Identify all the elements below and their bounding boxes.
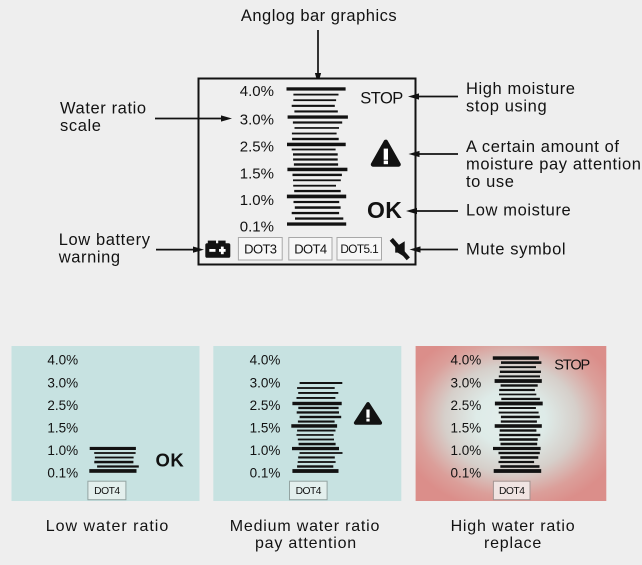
svg-text:4.0%: 4.0%: [240, 83, 274, 100]
svg-text:High moisture: High moisture: [466, 80, 576, 98]
svg-text:scale: scale: [60, 117, 102, 135]
svg-text:A certain amount of: A certain amount of: [466, 138, 620, 156]
svg-text:4.0%: 4.0%: [47, 353, 78, 368]
svg-text:replace: replace: [484, 535, 542, 552]
svg-text:STOP: STOP: [360, 90, 403, 108]
svg-text:DOT4: DOT4: [499, 486, 525, 497]
svg-text:Low battery: Low battery: [59, 231, 151, 249]
svg-text:OK: OK: [367, 197, 402, 223]
svg-text:0.1%: 0.1%: [240, 219, 274, 236]
svg-text:1.0%: 1.0%: [240, 192, 274, 209]
svg-text:1.0%: 1.0%: [451, 443, 482, 458]
svg-text:3.0%: 3.0%: [250, 375, 281, 390]
svg-text:2.5%: 2.5%: [47, 398, 78, 413]
svg-text:DOT4: DOT4: [94, 486, 120, 497]
svg-text:STOP: STOP: [554, 357, 589, 373]
svg-text:2.5%: 2.5%: [250, 398, 281, 413]
svg-text:3.0%: 3.0%: [240, 111, 274, 128]
svg-text:0.1%: 0.1%: [250, 465, 281, 480]
svg-text:Water ratio: Water ratio: [60, 100, 147, 118]
svg-text:1.5%: 1.5%: [250, 420, 281, 435]
svg-text:DOT3: DOT3: [244, 241, 277, 256]
svg-text:1.0%: 1.0%: [47, 443, 78, 458]
svg-text:stop using: stop using: [466, 98, 547, 116]
svg-text:moisture pay attention: moisture pay attention: [466, 156, 642, 174]
svg-text:DOT4: DOT4: [296, 486, 322, 497]
svg-text:pay attention: pay attention: [255, 535, 357, 552]
svg-text:High water ratio: High water ratio: [451, 518, 576, 535]
svg-text:2.5%: 2.5%: [240, 138, 274, 155]
svg-text:Medium water ratio: Medium water ratio: [230, 518, 380, 535]
svg-text:Mute symbol: Mute symbol: [466, 241, 566, 259]
svg-text:3.0%: 3.0%: [451, 375, 482, 390]
svg-text:Low moisture: Low moisture: [466, 202, 571, 220]
svg-text:1.0%: 1.0%: [250, 443, 281, 458]
svg-text:4.0%: 4.0%: [250, 353, 281, 368]
svg-text:OK: OK: [156, 450, 185, 471]
svg-text:1.5%: 1.5%: [47, 420, 78, 435]
svg-text:0.1%: 0.1%: [47, 465, 78, 480]
svg-text:2.5%: 2.5%: [451, 398, 482, 413]
svg-text:Low water ratio: Low water ratio: [46, 518, 170, 535]
svg-text:0.1%: 0.1%: [451, 465, 482, 480]
svg-text:DOT4: DOT4: [294, 241, 327, 256]
svg-text:warning: warning: [58, 248, 121, 266]
svg-text:1.5%: 1.5%: [451, 420, 482, 435]
svg-text:Anglog bar graphics: Anglog bar graphics: [241, 7, 397, 25]
svg-text:1.5%: 1.5%: [240, 165, 274, 182]
svg-text:DOT5.1: DOT5.1: [340, 242, 378, 256]
svg-text:3.0%: 3.0%: [47, 375, 78, 390]
svg-text:4.0%: 4.0%: [451, 353, 482, 368]
svg-text:to use: to use: [466, 173, 515, 191]
